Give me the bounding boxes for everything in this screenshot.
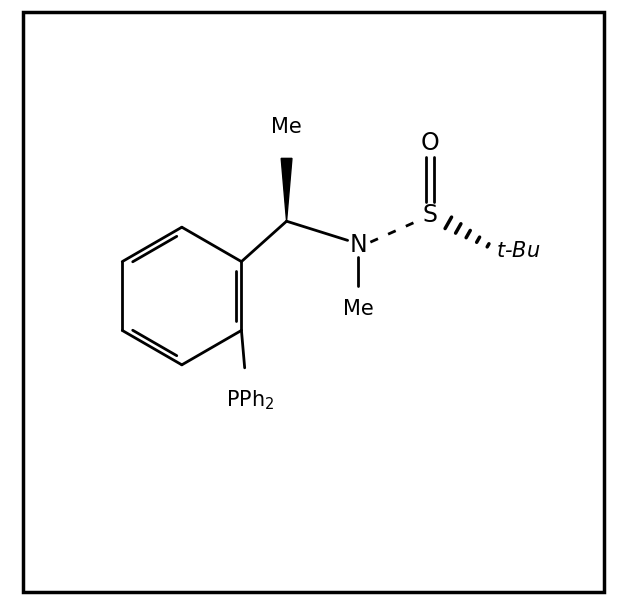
- Text: Me: Me: [271, 117, 302, 138]
- Text: Me: Me: [343, 299, 374, 319]
- Polygon shape: [281, 158, 292, 221]
- Text: PPh$_2$: PPh$_2$: [226, 389, 275, 413]
- Text: O: O: [421, 132, 440, 155]
- Text: S: S: [423, 203, 438, 227]
- Text: $t$-Bu: $t$-Bu: [496, 241, 540, 261]
- Text: N: N: [349, 233, 367, 257]
